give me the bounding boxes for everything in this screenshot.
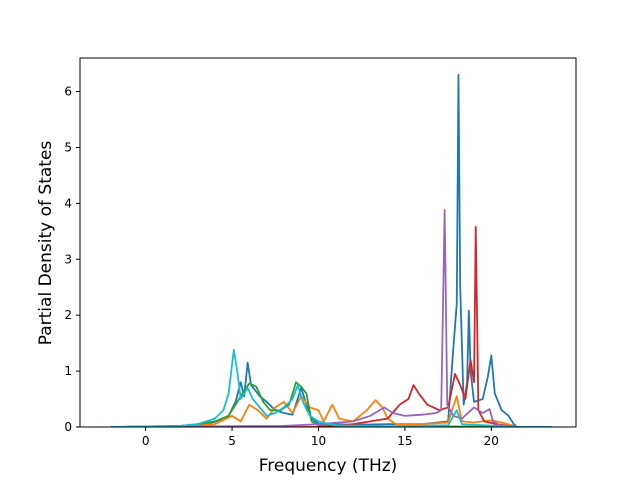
x-tick-label: 15: [397, 434, 412, 448]
y-axis-label: Partial Density of States: [36, 141, 56, 346]
x-tick-label: 0: [142, 434, 150, 448]
y-tick-label: 0: [64, 420, 72, 434]
series-line-4: [111, 225, 552, 427]
plot-frame: [79, 57, 577, 428]
series-layer: [111, 73, 552, 427]
series-line-6: [111, 348, 552, 427]
series-line-1: [111, 73, 552, 427]
y-tick-label: 5: [64, 140, 72, 154]
y-tick-label: 1: [64, 364, 72, 378]
y-tick-label: 2: [64, 308, 72, 322]
x-tick-label: 10: [311, 434, 326, 448]
series-line-2: [111, 395, 552, 427]
x-tick-label: 5: [228, 434, 236, 448]
y-tick-label: 3: [64, 252, 72, 266]
series-line-5: [111, 209, 552, 427]
axes-layer: 0 5 10 15 20 0 1 2 3 4 5 6: [64, 57, 577, 448]
y-tick-label: 6: [64, 85, 72, 99]
x-tick-label: 20: [484, 434, 499, 448]
y-tick-label: 4: [64, 196, 72, 210]
x-axis-label: Frequency (THz): [259, 456, 398, 476]
